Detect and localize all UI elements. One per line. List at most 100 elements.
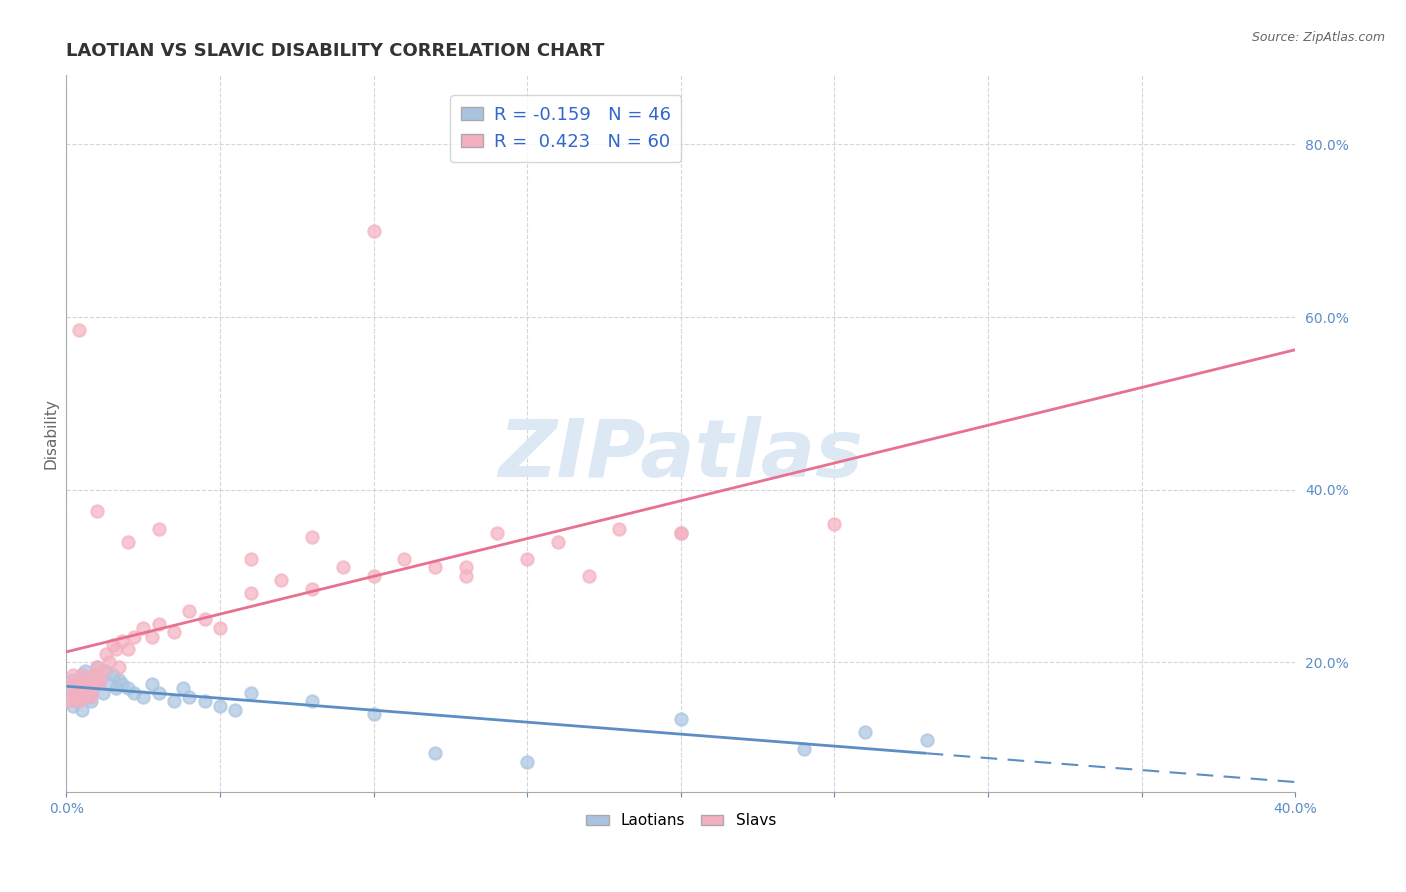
Point	[578, 569, 600, 583]
Point	[117, 642, 139, 657]
Point	[77, 673, 100, 687]
Point	[485, 525, 508, 540]
Point	[70, 690, 93, 704]
Point	[107, 659, 129, 673]
Point	[179, 604, 201, 618]
Point	[122, 686, 145, 700]
Point	[111, 633, 134, 648]
Point	[83, 668, 105, 682]
Point	[80, 690, 103, 704]
Point	[101, 638, 124, 652]
Point	[132, 690, 155, 704]
Point	[301, 582, 323, 596]
Point	[194, 694, 217, 708]
Point	[122, 630, 145, 644]
Text: LAOTIAN VS SLAVIC DISABILITY CORRELATION CHART: LAOTIAN VS SLAVIC DISABILITY CORRELATION…	[66, 42, 605, 60]
Point	[86, 504, 108, 518]
Point	[86, 659, 108, 673]
Point	[67, 690, 90, 704]
Point	[270, 574, 292, 588]
Point	[80, 681, 103, 696]
Point	[65, 686, 87, 700]
Point	[73, 681, 96, 696]
Point	[301, 694, 323, 708]
Point	[423, 560, 446, 574]
Point	[111, 677, 134, 691]
Text: ZIPatlas: ZIPatlas	[498, 416, 863, 494]
Point	[454, 569, 477, 583]
Point	[363, 224, 385, 238]
Point	[516, 755, 538, 769]
Point	[209, 698, 232, 713]
Point	[73, 664, 96, 678]
Point	[853, 724, 876, 739]
Point	[239, 586, 262, 600]
Point	[423, 746, 446, 760]
Point	[86, 677, 108, 691]
Point	[70, 668, 93, 682]
Point	[86, 659, 108, 673]
Point	[80, 694, 103, 708]
Point	[148, 616, 170, 631]
Point	[77, 686, 100, 700]
Point	[62, 673, 84, 687]
Point	[224, 703, 246, 717]
Point	[363, 569, 385, 583]
Point	[547, 534, 569, 549]
Point	[80, 686, 103, 700]
Legend: Laotians, Slavs: Laotians, Slavs	[579, 807, 782, 835]
Point	[98, 677, 121, 691]
Point	[62, 698, 84, 713]
Point	[194, 612, 217, 626]
Point	[107, 673, 129, 687]
Point	[148, 522, 170, 536]
Point	[73, 677, 96, 691]
Point	[101, 668, 124, 682]
Point	[62, 668, 84, 682]
Point	[117, 681, 139, 696]
Point	[301, 530, 323, 544]
Point	[77, 677, 100, 691]
Point	[67, 323, 90, 337]
Point	[65, 681, 87, 696]
Point	[65, 694, 87, 708]
Text: Source: ZipAtlas.com: Source: ZipAtlas.com	[1251, 31, 1385, 45]
Point	[104, 681, 127, 696]
Point	[89, 673, 111, 687]
Point	[141, 630, 163, 644]
Point	[96, 664, 118, 678]
Point	[58, 677, 80, 691]
Point	[239, 551, 262, 566]
Point	[70, 703, 93, 717]
Point	[823, 517, 845, 532]
Point	[163, 694, 186, 708]
Point	[67, 677, 90, 691]
Point	[669, 525, 692, 540]
Y-axis label: Disability: Disability	[44, 398, 58, 469]
Point	[669, 525, 692, 540]
Point	[104, 642, 127, 657]
Point	[91, 686, 114, 700]
Point	[96, 647, 118, 661]
Point	[70, 668, 93, 682]
Point	[141, 677, 163, 691]
Point	[163, 625, 186, 640]
Point	[86, 677, 108, 691]
Point	[332, 560, 354, 574]
Point	[363, 707, 385, 722]
Point	[67, 677, 90, 691]
Point	[77, 690, 100, 704]
Point	[172, 681, 194, 696]
Point	[91, 664, 114, 678]
Point	[89, 673, 111, 687]
Point	[73, 681, 96, 696]
Point	[516, 551, 538, 566]
Point	[793, 741, 815, 756]
Point	[669, 712, 692, 726]
Point	[209, 621, 232, 635]
Point	[58, 681, 80, 696]
Point	[65, 686, 87, 700]
Point	[609, 522, 631, 536]
Point	[454, 560, 477, 574]
Point	[117, 534, 139, 549]
